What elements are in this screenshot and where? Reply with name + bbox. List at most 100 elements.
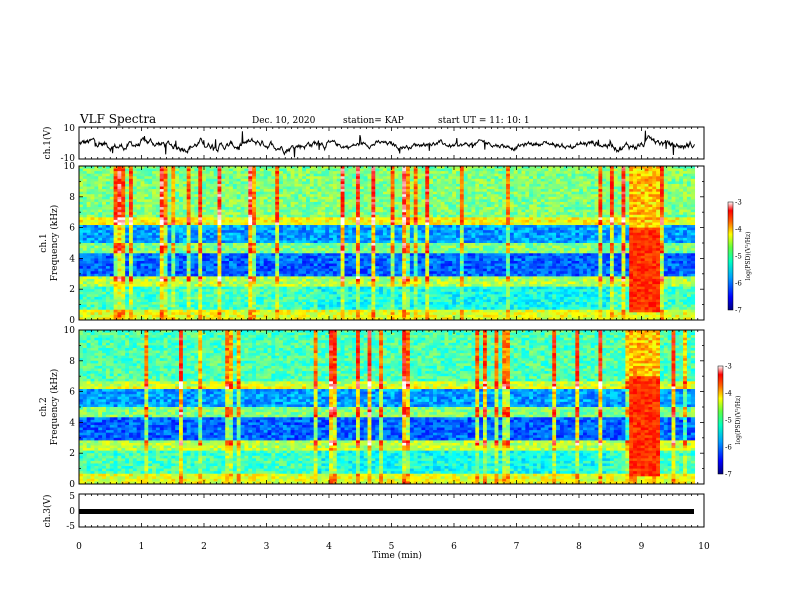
spectrogram-cell — [102, 212, 106, 215]
spectrogram-cell — [114, 202, 118, 205]
spectrogram-cell — [106, 217, 110, 220]
spectrogram-cell — [168, 215, 172, 218]
spectrogram-cell — [141, 256, 145, 259]
spectrogram-cell — [114, 297, 118, 300]
spectrogram-cell — [144, 287, 148, 290]
spectrogram-cell — [106, 279, 110, 282]
spectrogram-cell — [106, 243, 110, 246]
spectrogram-cell — [121, 171, 125, 174]
spectrogram-cell — [87, 310, 91, 313]
spectrogram-cell — [141, 312, 145, 315]
spectrogram-cell — [144, 292, 148, 295]
spectrogram-cell — [117, 222, 121, 225]
spectrogram-cell — [141, 217, 145, 220]
spectrogram-cell — [98, 235, 102, 238]
spectrogram-cell — [114, 171, 118, 174]
spectrogram-cell — [114, 215, 118, 218]
spectrogram-cell — [129, 307, 133, 310]
spectrogram-cell — [129, 197, 133, 200]
spectrogram-cell — [156, 274, 160, 277]
spectrogram-cell — [144, 192, 148, 195]
spectrogram-cell — [121, 189, 125, 192]
spectrogram-cell — [79, 292, 83, 295]
spectrogram-cell — [160, 179, 164, 182]
spectrogram-cell — [91, 299, 95, 302]
spectrogram-cell — [87, 251, 91, 254]
spectrogram-cell — [91, 266, 95, 269]
spectrogram-cell — [121, 253, 125, 256]
spectrogram-cell — [102, 207, 106, 210]
spectrogram-cell — [106, 189, 110, 192]
spectrogram-cell — [110, 294, 114, 297]
spectrogram-cell — [137, 222, 141, 225]
spectrogram-cell — [121, 261, 125, 264]
spectrogram-cell — [168, 220, 172, 223]
spectrogram-cell — [160, 294, 164, 297]
spectrogram-cell — [156, 212, 160, 215]
spectrogram-cell — [117, 240, 121, 243]
spectrogram-cell — [168, 197, 172, 200]
spectrogram-cell — [79, 305, 83, 308]
spectrogram-cell — [102, 297, 106, 300]
spectrogram-cell — [110, 215, 114, 218]
spectrogram-cell — [152, 258, 156, 261]
spectrogram-cell — [129, 276, 133, 279]
spectrogram-cell — [117, 282, 121, 285]
spectrogram-cell — [83, 307, 87, 310]
spectrogram-cell — [121, 240, 125, 243]
spectrogram-cell — [117, 238, 121, 241]
spectrogram-cell — [148, 176, 152, 179]
spectrogram-cell — [129, 256, 133, 259]
spectrogram-cell — [106, 197, 110, 200]
spectrogram-cell — [102, 171, 106, 174]
spectrogram-cell — [125, 264, 129, 267]
spectrogram-cell — [91, 220, 95, 223]
spectrogram-cell — [137, 302, 141, 305]
spectrogram-cell — [98, 210, 102, 213]
spectrogram-cell — [102, 258, 106, 261]
spectrogram-cell — [114, 258, 118, 261]
spectrogram-cell — [117, 169, 121, 172]
spectrogram-cell — [83, 189, 87, 192]
spectrogram-cell — [117, 287, 121, 290]
spectrogram-cell — [83, 176, 87, 179]
spectrogram-cell — [144, 310, 148, 313]
spectrogram-cell — [83, 238, 87, 241]
spectrogram-cell — [156, 284, 160, 287]
spectrogram-cell — [133, 279, 137, 282]
spectrogram-cell — [94, 202, 98, 205]
spectrogram-cell — [98, 169, 102, 172]
spectrogram-cell — [129, 274, 133, 277]
spectrogram-cell — [133, 253, 137, 256]
spectrogram-cell — [137, 220, 141, 223]
spectrogram-cell — [152, 230, 156, 233]
spectrogram-cell — [87, 222, 91, 225]
spectrogram-cell — [137, 212, 141, 215]
spectrogram-cell — [121, 228, 125, 231]
spectrogram-cell — [117, 279, 121, 282]
spectrogram-cell — [141, 187, 145, 190]
spectrogram-cell — [148, 302, 152, 305]
spectrogram-cell — [164, 282, 168, 285]
spectrogram-cell — [125, 225, 129, 228]
spectrogram-cell — [144, 233, 148, 236]
spectrogram-cell — [121, 269, 125, 272]
spectrogram-cell — [114, 235, 118, 238]
vlf-figure: VLF Spectra Dec. 10, 2020 station= KAP s… — [0, 0, 792, 612]
spectrogram-cell — [148, 215, 152, 218]
spectrogram-cell — [133, 289, 137, 292]
spectrogram-cell — [125, 240, 129, 243]
spectrogram-cell — [83, 171, 87, 174]
spectrogram-cell — [133, 199, 137, 202]
spectrogram-cell — [141, 292, 145, 295]
spectrogram-cell — [98, 228, 102, 231]
spectrogram-cell — [156, 279, 160, 282]
spectrogram-cell — [144, 187, 148, 190]
spectrogram-cell — [156, 292, 160, 295]
spectrogram-cell — [83, 282, 87, 285]
spectrogram-cell — [160, 266, 164, 269]
spectrogram-cell — [106, 251, 110, 254]
spectrogram-cell — [152, 243, 156, 246]
spectrogram-cell — [141, 276, 145, 279]
spectrogram-cell — [129, 202, 133, 205]
